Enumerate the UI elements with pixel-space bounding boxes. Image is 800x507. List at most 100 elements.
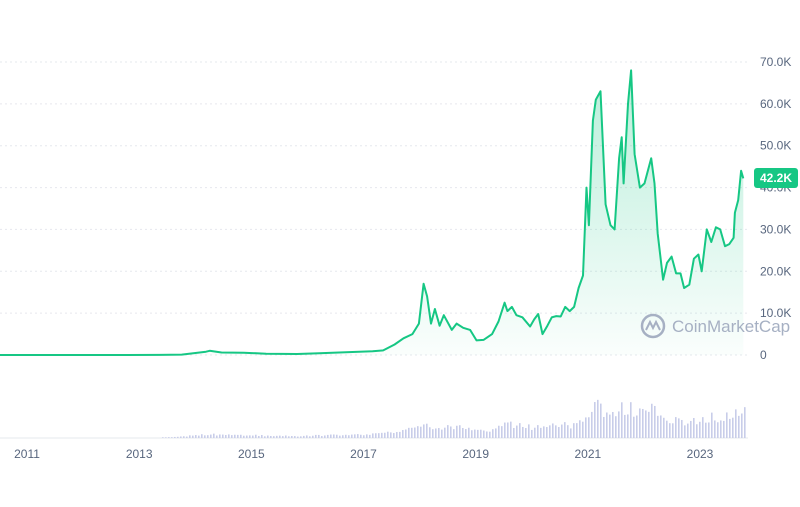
volume-bar [183, 436, 185, 438]
volume-bar [243, 435, 245, 438]
volume-bar [444, 427, 446, 438]
volume-bar [570, 428, 572, 438]
volume-bar [699, 421, 701, 438]
volume-bar [390, 432, 392, 438]
volume-bar [540, 427, 542, 438]
volume-bar [669, 423, 671, 438]
volume-bar [417, 426, 419, 438]
volume-bar [453, 429, 455, 438]
volume-bar [651, 403, 653, 438]
volume-bar [483, 430, 485, 438]
volume-bar [555, 425, 557, 438]
volume-bar [582, 421, 584, 438]
volume-bar [273, 436, 275, 438]
volume-bar [561, 424, 563, 438]
x-tick-label: 2021 [574, 447, 601, 461]
volume-bar [618, 411, 620, 438]
volume-bar [318, 434, 320, 438]
volume-bar [666, 420, 668, 438]
volume-bar [327, 434, 329, 438]
volume-bar [426, 423, 428, 438]
volume-bar [486, 431, 488, 438]
volume-bar [378, 433, 380, 438]
volume-bar [723, 420, 725, 438]
volume-bar [597, 399, 599, 438]
volume-bar [684, 425, 686, 438]
volume-bar [228, 434, 230, 438]
volume-bar [279, 435, 281, 438]
volume-bar [474, 429, 476, 438]
volume-bar [579, 420, 581, 438]
volume-bar [333, 434, 335, 438]
volume-bar [240, 434, 242, 438]
volume-bar [165, 437, 167, 438]
volume-bars [162, 399, 746, 438]
volume-bar [174, 436, 176, 438]
volume-bar [369, 434, 371, 438]
volume-bar [252, 435, 254, 438]
volume-bar [255, 434, 257, 438]
volume-bar [693, 418, 695, 438]
volume-bar [495, 428, 497, 438]
volume-bar [648, 411, 650, 438]
volume-bar [711, 412, 713, 438]
volume-bar [489, 431, 491, 438]
volume-bar [201, 434, 203, 438]
volume-bar [195, 435, 197, 438]
volume-bar [456, 425, 458, 438]
y-tick-label: 0 [760, 348, 767, 362]
x-tick-label: 2023 [687, 447, 714, 461]
volume-bar [225, 434, 227, 438]
volume-bar [534, 427, 536, 438]
volume-bar [414, 427, 416, 438]
volume-bar [270, 435, 272, 438]
volume-bar [372, 433, 374, 438]
volume-bar [732, 417, 734, 438]
volume-bar [342, 435, 344, 438]
volume-bar [189, 435, 191, 438]
volume-bar [498, 425, 500, 438]
volume-bar [663, 417, 665, 438]
volume-bar [321, 436, 323, 438]
volume-bar [687, 423, 689, 438]
volume-bar [450, 426, 452, 438]
x-tick-label: 2015 [238, 447, 265, 461]
y-tick-label: 20.0K [760, 264, 791, 278]
volume-bar [558, 427, 560, 438]
volume-bar [360, 434, 362, 438]
volume-bar [477, 429, 479, 438]
volume-bar [384, 432, 386, 438]
volume-bar [480, 429, 482, 438]
y-tick-label: 70.0K [760, 55, 791, 69]
volume-bar [501, 426, 503, 438]
volume-bar [336, 434, 338, 438]
volume-bar [576, 423, 578, 438]
volume-bar [258, 435, 260, 438]
volume-bar [594, 402, 596, 438]
volume-bar [405, 429, 407, 438]
volume-bar [720, 420, 722, 438]
volume-bar [624, 414, 626, 438]
volume-bar [198, 435, 200, 438]
volume-bar [180, 436, 182, 438]
volume-bar [609, 414, 611, 438]
volume-bar [363, 435, 365, 438]
volume-bar [549, 425, 551, 438]
price-line [0, 69, 745, 356]
y-tick-label: 30.0K [760, 222, 791, 236]
volume-bar [315, 434, 317, 438]
volume-bar [210, 434, 212, 438]
volume-bar [192, 435, 194, 438]
volume-bar [465, 429, 467, 438]
volume-bar [222, 434, 224, 438]
volume-bar [528, 424, 530, 438]
volume-bar [246, 435, 248, 438]
volume-bar [249, 435, 251, 438]
volume-bar [447, 425, 449, 438]
current-price-badge: 42.2K [754, 168, 798, 188]
volume-bar [285, 435, 287, 438]
current-price-label: 42.2K [760, 171, 792, 185]
volume-bar [708, 422, 710, 438]
